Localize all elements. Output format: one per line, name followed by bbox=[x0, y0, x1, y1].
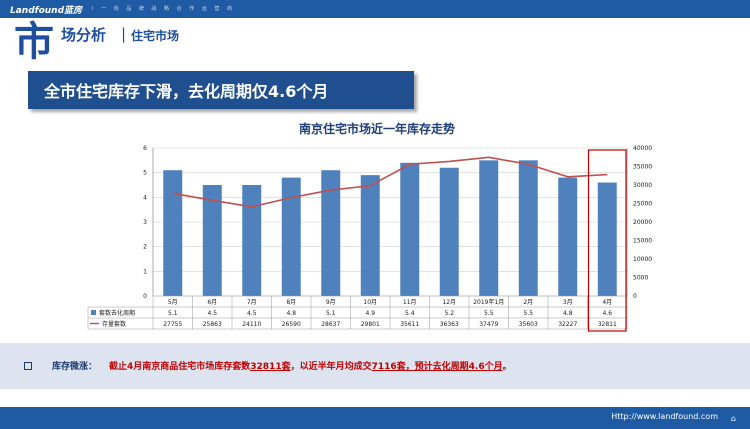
category-label: 11月 bbox=[403, 299, 417, 306]
line-value-cell: 35611 bbox=[400, 321, 419, 328]
category-label: 2019年1月 bbox=[473, 298, 504, 306]
right-axis-tick: 25000 bbox=[633, 201, 652, 208]
footnote-text: 截止4月南京商品住宅市场库存套数32811套，以近半年月均成交7116套，预计去… bbox=[109, 359, 512, 372]
line-value-cell: 32811 bbox=[598, 321, 617, 328]
line-value-cell: 25863 bbox=[203, 321, 222, 328]
legend-bar-label: 套数去化周期 bbox=[99, 309, 135, 317]
bar-value-cell: 5.1 bbox=[326, 310, 336, 317]
footnote-deal-number: 7116套 bbox=[371, 362, 406, 372]
category-label: 7月 bbox=[247, 299, 257, 306]
line-value-cell: 24110 bbox=[242, 321, 261, 328]
category-label: 2月 bbox=[523, 299, 533, 306]
right-axis-tick: 40000 bbox=[633, 145, 652, 152]
headline-banner: 全市住宅库存下滑，去化周期仅4.6个月 bbox=[28, 71, 414, 109]
stock-line bbox=[172, 156, 608, 208]
brand-slogan: I 一 线 品 牌 战 略 合 作 运 营 商 bbox=[92, 6, 235, 12]
category-label: 4月 bbox=[602, 299, 612, 306]
footnote-text-pre: 截止4月南京商品住宅市场库存套数 bbox=[109, 362, 251, 372]
bar bbox=[360, 175, 380, 296]
category-label: 12月 bbox=[442, 299, 456, 306]
footnote-stock-number: 32811套 bbox=[250, 362, 291, 372]
line-value-cell: 36363 bbox=[440, 321, 459, 328]
left-axis-tick: 0 bbox=[143, 293, 147, 300]
bar bbox=[479, 160, 499, 296]
section-divider: | bbox=[121, 25, 127, 43]
bar-value-cell: 5.4 bbox=[405, 310, 415, 317]
bar bbox=[558, 177, 578, 296]
right-axis-tick: 5000 bbox=[633, 275, 648, 282]
right-axis-tick: 30000 bbox=[633, 182, 652, 189]
bar bbox=[400, 162, 420, 296]
bar bbox=[281, 177, 301, 296]
section-subtitle: 住宅市场 bbox=[131, 29, 180, 43]
bar bbox=[242, 185, 262, 296]
category-label: 10月 bbox=[363, 299, 377, 306]
bar-value-cell: 4.8 bbox=[563, 310, 573, 317]
footnote-text-post: ，预计去化周期4.6个月 bbox=[405, 362, 503, 372]
section-big-char: 市 bbox=[14, 19, 54, 65]
line-value-cell: 26590 bbox=[282, 321, 301, 328]
bar-value-cell: 4.5 bbox=[247, 310, 257, 317]
line-value-cell: 28637 bbox=[321, 321, 340, 328]
bottom-banner: Http://www.landfound.com ⌂ bbox=[0, 407, 750, 429]
line-value-cell: 32227 bbox=[558, 321, 577, 328]
footnote-bar: 库存微涨： 截止4月南京商品住宅市场库存套数32811套，以近半年月均成交711… bbox=[0, 343, 750, 389]
bar bbox=[439, 167, 459, 296]
left-axis-tick: 3 bbox=[143, 219, 147, 226]
legend-line-label: 存量套数 bbox=[102, 320, 126, 328]
bar bbox=[518, 160, 538, 296]
left-axis-tick: 6 bbox=[143, 145, 147, 152]
category-label: 5月 bbox=[168, 299, 178, 306]
bar-value-cell: 4.5 bbox=[207, 310, 217, 317]
line-value-cell: 29801 bbox=[361, 321, 380, 328]
right-axis-tick: 0 bbox=[633, 293, 637, 300]
legend-bar-key bbox=[91, 310, 96, 315]
line-value-cell: 37479 bbox=[479, 321, 498, 328]
bar bbox=[163, 170, 183, 296]
category-label: 6月 bbox=[207, 299, 217, 306]
category-label: 9月 bbox=[326, 299, 336, 306]
bar-value-cell: 4.9 bbox=[365, 310, 375, 317]
right-axis-tick: 35000 bbox=[633, 164, 652, 171]
bar-value-cell: 4.8 bbox=[286, 310, 296, 317]
top-banner: Landfound蓝房 I 一 线 品 牌 战 略 合 作 运 营 商 bbox=[0, 0, 750, 18]
bar-value-cell: 5.5 bbox=[523, 310, 533, 317]
home-icon: ⌂ bbox=[730, 414, 736, 423]
section-title: 场分析 bbox=[61, 26, 107, 44]
bar-value-cell: 5.2 bbox=[444, 310, 454, 317]
line-value-cell: 35603 bbox=[519, 321, 538, 328]
right-axis-tick: 10000 bbox=[633, 256, 652, 263]
website-url[interactable]: Http://www.landfound.com bbox=[611, 412, 718, 421]
bar-value-cell: 5.5 bbox=[484, 310, 494, 317]
inventory-chart: 南京住宅市场近一年库存走势 0 1 2 3 4 5 6 0 5000 10000 15000 2000… bbox=[87, 121, 652, 332]
left-axis-tick: 4 bbox=[143, 194, 147, 201]
bar-value-cell: 5.1 bbox=[168, 310, 178, 317]
bar bbox=[321, 170, 341, 296]
highlight-box bbox=[587, 149, 627, 332]
headline-text: 全市住宅库存下滑，去化周期仅4.6个月 bbox=[44, 82, 329, 101]
footnote-label: 库存微涨： bbox=[52, 362, 98, 372]
left-axis-tick: 5 bbox=[143, 170, 147, 177]
left-axis-tick: 1 bbox=[143, 268, 147, 275]
brand-logo: Landfound蓝房 bbox=[10, 6, 83, 16]
category-label: 3月 bbox=[563, 299, 573, 306]
chart-title: 南京住宅市场近一年库存走势 bbox=[299, 121, 455, 136]
footnote-end-dot: 。 bbox=[502, 362, 512, 372]
footnote-text-mid: ，以近半年月均成交 bbox=[290, 362, 372, 372]
category-label: 8月 bbox=[286, 299, 296, 306]
bar bbox=[597, 182, 617, 296]
bar bbox=[202, 185, 222, 296]
square-bullet-icon bbox=[24, 362, 32, 370]
right-axis-tick: 15000 bbox=[633, 238, 652, 245]
left-axis-tick: 2 bbox=[143, 244, 147, 251]
right-axis-tick: 20000 bbox=[633, 219, 652, 226]
bar-value-cell: 4.6 bbox=[602, 310, 612, 317]
line-value-cell: 27755 bbox=[163, 321, 182, 328]
